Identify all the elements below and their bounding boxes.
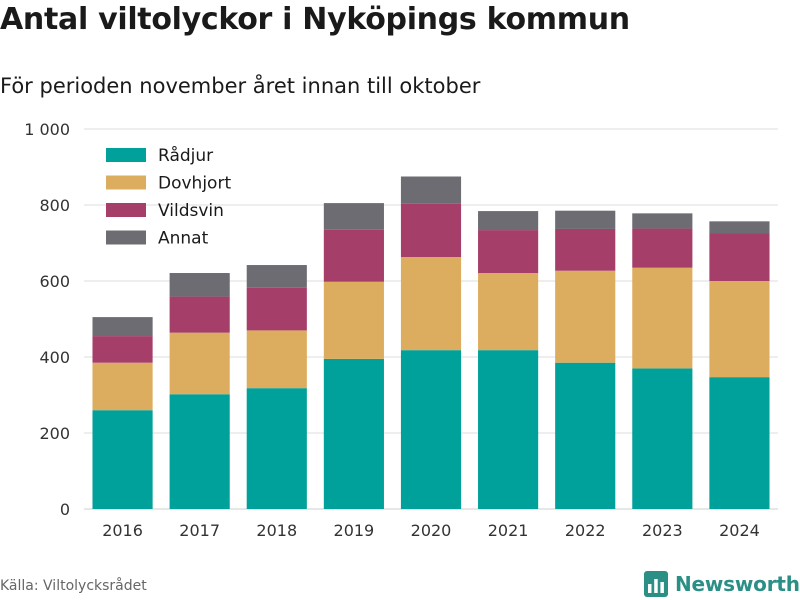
y-tick-label: 1 000 [24,120,70,139]
bar-segment [169,273,230,297]
x-tick-label: 2018 [256,521,297,540]
x-tick-label: 2022 [565,521,606,540]
bar-segment [478,350,539,509]
brand-logo: Newsworthy [644,569,800,599]
bar-segment [632,267,693,369]
x-tick-label: 2016 [102,521,143,540]
legend-label: Rådjur [158,145,213,166]
bar-segment [92,410,153,509]
bar-segment [400,350,462,509]
legend-swatch [106,175,146,190]
bar-chart-logo-icon [644,571,668,597]
bar-segment [169,332,230,395]
bar-segment [709,233,770,281]
x-tick-label: 2019 [334,521,375,540]
bar-segment [709,377,770,509]
y-tick-label: 200 [39,424,70,443]
bar-segment [709,221,770,234]
legend-label: Vildsvin [158,201,224,221]
bar-segment [169,296,230,333]
bar-segment [478,273,539,351]
bar-segment [323,281,384,359]
bar-segment [632,368,693,509]
legend-swatch [106,203,146,217]
bar-segment [246,265,307,288]
bar-segment [555,210,616,229]
bar-segment [169,394,230,509]
y-tick-label: 800 [39,196,70,215]
bar-segment [478,211,539,231]
y-tick-label: 400 [39,348,70,367]
bar-segment [323,229,384,282]
x-tick-label: 2021 [488,521,529,540]
bar-segment [400,203,462,258]
x-tick-label: 2017 [179,521,220,540]
bar-segment [246,287,307,331]
bar-segment [323,203,384,230]
legend-label: Annat [158,229,209,249]
x-tick-label: 2023 [642,521,683,540]
bar-segment [92,317,153,337]
x-tick-label: 2020 [411,521,452,540]
bar-segment [632,228,693,268]
y-tick-label: 0 [60,500,70,519]
bar-segment [400,257,462,351]
bar-segment [555,362,616,509]
bar-segment [555,228,616,271]
chart-subtitle: För perioden november året innan till ok… [0,74,481,98]
source-note: Källa: Viltolycksrådet [0,578,147,594]
legend-label: Dovhjort [158,174,231,194]
chart-title: Antal viltolyckor i Nyköpings kommun [0,2,630,37]
legend-swatch [106,230,146,245]
bar-segment [246,388,307,509]
bar-segment [400,176,462,204]
bar-segment [246,330,307,389]
bar-segment [632,213,693,229]
bar-segment [555,270,616,363]
brand-name: Newsworthy [675,572,800,596]
bar-segment [709,281,770,378]
bar-segment [323,358,384,509]
bar-segment [92,336,153,363]
stacked-bar-chart: 0 200 400 600 800 1 000 2016 2017 2018 2019 2020 20… [24,120,778,540]
y-tick-label: 600 [39,272,70,291]
legend-swatch [106,148,146,162]
bar-segment [92,362,153,411]
bar-segment [478,230,539,274]
x-tick-label: 2024 [719,521,760,540]
